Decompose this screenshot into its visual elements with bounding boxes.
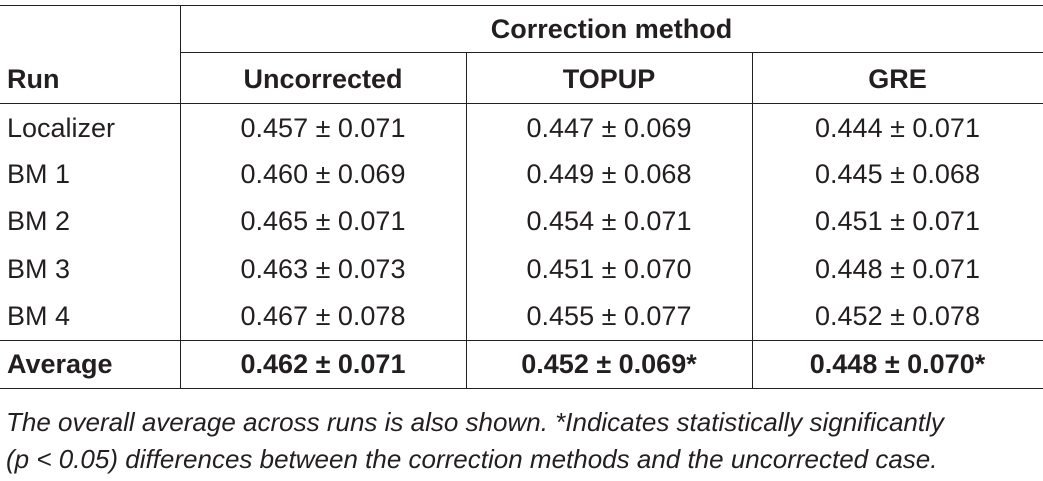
group-header-correction-method: Correction method [490,14,733,44]
table-bottom-rule [0,388,1043,389]
column-header-topup: TOPUP [562,64,656,94]
row-bm3-topup: 0.451 ± 0.070 [526,254,692,284]
row-bm2-gre: 0.451 ± 0.071 [815,206,980,236]
row-bm4-gre: 0.452 ± 0.078 [815,301,980,331]
average-top-rule [0,340,1043,341]
row-bm1-run: BM 1 [7,159,71,189]
row-bm2-topup: 0.454 ± 0.071 [526,206,692,236]
row-average-run: Average [7,349,113,379]
row-bm3-uncorrected: 0.463 ± 0.073 [240,254,406,284]
run-column-divider [180,5,181,389]
column-header-run: Run [7,64,60,94]
topup-column-divider [752,53,753,389]
row-bm4-topup: 0.455 ± 0.077 [526,301,692,331]
table-top-rule [0,5,1043,6]
row-bm1-topup: 0.449 ± 0.068 [526,159,692,189]
row-bm1-uncorrected: 0.460 ± 0.069 [240,159,406,189]
column-header-rule [0,103,1043,104]
row-average-gre: 0.448 ± 0.070* [809,349,986,379]
row-localizer-run: Localizer [7,113,116,143]
row-bm2-uncorrected: 0.465 ± 0.071 [240,206,406,236]
row-bm3-gre: 0.448 ± 0.071 [815,254,980,284]
row-bm4-run: BM 4 [7,301,71,331]
row-localizer-topup: 0.447 ± 0.069 [526,113,692,143]
row-bm2-run: BM 2 [7,206,71,236]
table-caption-line-1: The overall average across runs is also … [6,407,944,437]
column-header-gre: GRE [868,64,927,94]
uncorrected-column-divider [466,53,467,389]
row-bm3-run: BM 3 [7,254,71,284]
row-localizer-uncorrected: 0.457 ± 0.071 [240,113,406,143]
row-average-uncorrected: 0.462 ± 0.071 [240,349,406,379]
row-average-topup: 0.452 ± 0.069* [521,349,697,379]
row-bm1-gre: 0.445 ± 0.068 [815,159,980,189]
column-header-uncorrected: Uncorrected [243,64,403,94]
group-header-rule [180,52,1043,53]
table-caption-line-2: (p < 0.05) differences between the corre… [6,444,938,474]
row-bm4-uncorrected: 0.467 ± 0.078 [240,301,406,331]
row-localizer-gre: 0.444 ± 0.071 [815,113,980,143]
